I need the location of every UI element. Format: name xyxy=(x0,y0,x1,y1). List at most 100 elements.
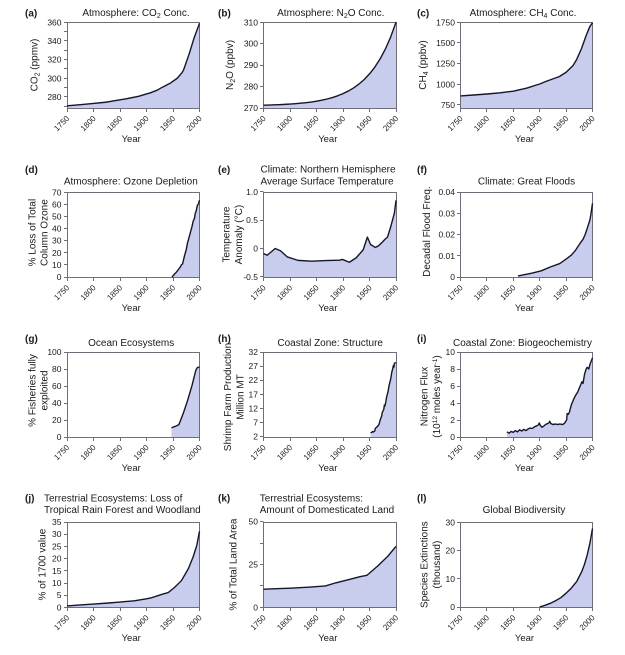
svg-text:(i): (i) xyxy=(417,334,426,345)
svg-text:(a): (a) xyxy=(25,9,37,20)
svg-text:30: 30 xyxy=(52,236,62,246)
svg-text:-0.5: -0.5 xyxy=(243,272,258,282)
svg-text:300: 300 xyxy=(244,39,258,49)
svg-text:20: 20 xyxy=(52,554,62,564)
svg-text:60: 60 xyxy=(52,199,62,209)
svg-text:Species Extinctions: Species Extinctions xyxy=(420,521,431,608)
svg-text:0.03: 0.03 xyxy=(438,208,455,218)
svg-text:20: 20 xyxy=(52,248,62,258)
svg-text:(d): (d) xyxy=(25,165,38,176)
svg-text:10: 10 xyxy=(52,260,62,270)
svg-text:7: 7 xyxy=(253,418,258,428)
svg-text:0: 0 xyxy=(57,602,62,612)
svg-text:Atmosphere: CO2 Conc.: Atmosphere: CO2 Conc. xyxy=(82,8,189,20)
svg-text:% of Total Land Area: % of Total Land Area xyxy=(229,518,240,611)
svg-text:Year: Year xyxy=(122,303,141,314)
svg-text:(b): (b) xyxy=(218,9,231,20)
svg-text:Average Surface Temperature: Average Surface Temperature xyxy=(261,177,394,188)
svg-text:320: 320 xyxy=(47,55,61,65)
svg-text:30: 30 xyxy=(52,529,62,539)
svg-text:Climate: Great Floods: Climate: Great Floods xyxy=(478,177,575,188)
svg-text:2: 2 xyxy=(450,415,455,425)
svg-text:30: 30 xyxy=(446,517,456,527)
svg-text:Climate: Northern Hemisphere: Climate: Northern Hemisphere xyxy=(261,164,396,175)
svg-text:270: 270 xyxy=(244,103,258,113)
svg-text:0: 0 xyxy=(450,602,455,612)
svg-text:0.02: 0.02 xyxy=(438,230,455,240)
svg-text:1750: 1750 xyxy=(436,17,455,27)
svg-text:Coastal Zone: Structure: Coastal Zone: Structure xyxy=(277,338,383,349)
svg-text:(k): (k) xyxy=(218,494,230,505)
svg-text:40: 40 xyxy=(52,224,62,234)
svg-text:% of 1700 value: % of 1700 value xyxy=(38,528,49,600)
svg-text:(thousand): (thousand) xyxy=(432,541,443,589)
svg-text:5: 5 xyxy=(57,590,62,600)
svg-text:Terrestrial Ecosystems: Loss o: Terrestrial Ecosystems: Loss of xyxy=(44,494,183,505)
svg-text:32: 32 xyxy=(249,347,259,357)
svg-text:15: 15 xyxy=(52,566,62,576)
svg-text:Year: Year xyxy=(515,633,534,644)
svg-text:360: 360 xyxy=(47,17,61,27)
svg-text:Amount of Domesticated Land: Amount of Domesticated Land xyxy=(260,505,395,516)
svg-text:Year: Year xyxy=(318,134,337,145)
svg-text:Ocean Ecosystems: Ocean Ecosystems xyxy=(88,338,174,349)
svg-text:Year: Year xyxy=(318,633,337,644)
svg-text:Year: Year xyxy=(515,303,534,314)
svg-text:750: 750 xyxy=(441,100,455,110)
svg-text:4: 4 xyxy=(450,398,455,408)
svg-text:(1012 moles year-1): (1012 moles year-1) xyxy=(432,355,443,438)
svg-text:(f): (f) xyxy=(417,165,427,176)
svg-text:100: 100 xyxy=(47,347,61,357)
svg-text:35: 35 xyxy=(52,517,62,527)
svg-text:Global Biodiversity: Global Biodiversity xyxy=(483,505,566,516)
svg-text:340: 340 xyxy=(47,36,61,46)
svg-text:Nitrogen Flux: Nitrogen Flux xyxy=(420,367,431,426)
svg-text:Year: Year xyxy=(122,633,141,644)
svg-text:0.5: 0.5 xyxy=(246,215,258,225)
svg-text:CH4 (ppbv): CH4 (ppbv) xyxy=(418,40,430,89)
svg-text:70: 70 xyxy=(52,187,62,197)
svg-text:1500: 1500 xyxy=(436,38,455,48)
svg-text:exploited: exploited xyxy=(40,370,51,410)
svg-text:1.0: 1.0 xyxy=(246,187,258,197)
svg-text:(e): (e) xyxy=(218,165,230,176)
svg-text:8: 8 xyxy=(450,364,455,374)
svg-text:Tropical Rain Forest and Woodl: Tropical Rain Forest and Woodland xyxy=(44,505,201,516)
svg-text:0: 0 xyxy=(57,432,62,442)
svg-text:280: 280 xyxy=(244,82,258,92)
svg-text:12: 12 xyxy=(249,403,259,413)
svg-text:27: 27 xyxy=(249,361,259,371)
svg-text:Atmosphere: Ozone Depletion: Atmosphere: Ozone Depletion xyxy=(64,177,198,188)
svg-text:Year: Year xyxy=(515,134,534,145)
svg-text:0.04: 0.04 xyxy=(438,187,455,197)
svg-text:(l): (l) xyxy=(417,494,426,505)
svg-text:(g): (g) xyxy=(25,334,38,345)
svg-text:Year: Year xyxy=(318,463,337,474)
svg-text:% Fisheries fully: % Fisheries fully xyxy=(28,354,39,427)
svg-text:0: 0 xyxy=(253,244,258,254)
svg-text:22: 22 xyxy=(249,375,259,385)
svg-text:Shrimp Farm Production: Shrimp Farm Production xyxy=(223,343,234,451)
svg-text:280: 280 xyxy=(47,92,61,102)
svg-text:10: 10 xyxy=(446,574,456,584)
svg-text:2: 2 xyxy=(253,432,258,442)
svg-text:17: 17 xyxy=(249,389,259,399)
svg-text:N2O (ppbv): N2O (ppbv) xyxy=(225,40,237,90)
svg-text:1250: 1250 xyxy=(436,59,455,69)
svg-text:10: 10 xyxy=(446,347,456,357)
svg-text:(h): (h) xyxy=(218,334,231,345)
svg-text:(c): (c) xyxy=(417,9,429,20)
svg-text:Atmosphere: N2O Conc.: Atmosphere: N2O Conc. xyxy=(277,8,384,20)
svg-text:20: 20 xyxy=(52,415,62,425)
svg-text:80: 80 xyxy=(52,364,62,374)
svg-text:CO2 (ppmv): CO2 (ppmv) xyxy=(30,39,42,92)
svg-text:0.01: 0.01 xyxy=(438,251,455,261)
svg-text:290: 290 xyxy=(244,60,258,70)
svg-text:50: 50 xyxy=(249,517,259,527)
svg-text:Year: Year xyxy=(515,463,534,474)
svg-text:0: 0 xyxy=(57,272,62,282)
svg-text:20: 20 xyxy=(446,546,456,556)
svg-text:1000: 1000 xyxy=(436,79,455,89)
svg-text:(j): (j) xyxy=(25,494,34,505)
svg-text:6: 6 xyxy=(450,381,455,391)
